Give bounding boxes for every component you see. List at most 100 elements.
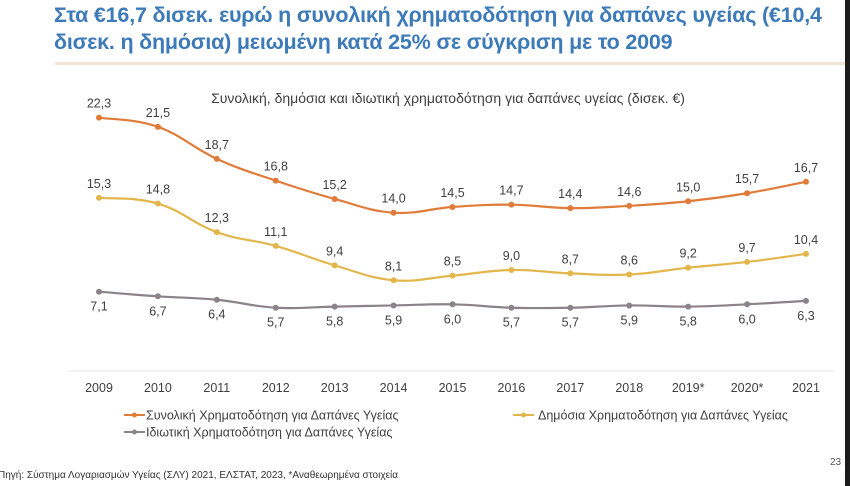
data-point-private [449, 301, 456, 308]
data-label-total: 18,7 [205, 138, 229, 152]
x-tick-label: 2016 [498, 381, 526, 395]
x-tick-label: 2012 [262, 381, 290, 395]
data-label-public: 14,8 [146, 183, 170, 197]
data-label-total: 14,6 [617, 185, 641, 199]
data-point-private [744, 301, 751, 308]
legend: Συνολική Χρηματοδότηση για Δαπάνες Υγεία… [124, 409, 788, 440]
data-point-private [331, 303, 338, 310]
data-point-public [96, 194, 102, 201]
data-point-private [508, 304, 515, 311]
data-label-public: 15,3 [87, 177, 111, 191]
data-label-private: 5,8 [679, 315, 696, 329]
data-label-total: 21,5 [146, 106, 170, 120]
data-label-private: 7,1 [90, 300, 107, 314]
data-point-total [803, 178, 809, 185]
x-axis-ticks: 2009 2010 2011 2012 2013 2014 2015 2016 2017 2018… [85, 381, 820, 395]
data-label-private: 5,7 [503, 316, 520, 330]
data-point-total [567, 205, 574, 212]
data-label-total: 14,0 [381, 192, 405, 206]
data-label-private: 6,3 [797, 309, 814, 323]
data-point-public [685, 264, 692, 271]
legend-item-public: Δημόσια Χρηματοδότηση για Δαπάνες Υγείας [513, 409, 788, 423]
data-point-private [154, 293, 161, 300]
data-point-private [272, 304, 279, 311]
data-label-public: 9,7 [738, 241, 755, 255]
data-label-public: 9,2 [679, 247, 696, 261]
data-point-total [449, 203, 456, 210]
data-label-private: 5,7 [267, 316, 284, 330]
data-point-total [390, 209, 397, 216]
x-tick-label: 2015 [439, 381, 467, 395]
data-label-private: 5,8 [326, 315, 343, 329]
data-point-public [272, 242, 279, 249]
x-tick-label: 2017 [556, 381, 584, 395]
data-label-total: 15,2 [322, 178, 346, 192]
data-label-total: 16,8 [264, 160, 288, 174]
data-label-total: 14,7 [499, 184, 523, 198]
data-label-total: 15,7 [735, 172, 759, 186]
data-label-public: 11,1 [264, 225, 287, 239]
data-label-public: 9,4 [326, 244, 343, 258]
data-point-total [626, 202, 633, 209]
data-label-total: 14,4 [558, 187, 582, 201]
data-label-private: 6,0 [738, 312, 755, 326]
series-layer: 22,3 21,5 18,7 16,8 15,2 14,0 14,5 14,7 14,4 14,6… [87, 97, 818, 330]
data-label-private: 5,9 [621, 313, 638, 327]
data-point-private [96, 288, 102, 295]
data-point-public [154, 200, 161, 207]
legend-item-private: Ιδιωτική Χρηματοδότηση για Δαπάνες Υγεία… [124, 426, 392, 440]
data-point-private [685, 303, 692, 310]
x-tick-label: 2021 [792, 381, 820, 395]
data-point-private [626, 302, 633, 309]
data-label-total: 16,7 [794, 161, 818, 175]
source-note: Πηγή: Σύστημα Λογαριασμών Υγείας (ΣΛΥ) 2… [0, 470, 399, 481]
data-point-public [744, 258, 751, 265]
data-label-total: 15,0 [676, 180, 700, 194]
data-point-private [390, 302, 397, 309]
data-point-total [744, 190, 751, 197]
data-label-total: 22,3 [87, 97, 111, 111]
x-tick-label: 2010 [144, 381, 172, 395]
data-point-private [213, 296, 220, 303]
legend-total-marker [132, 412, 137, 418]
data-label-private: 5,7 [562, 316, 579, 330]
data-label-public: 8,5 [444, 255, 461, 269]
x-tick-label: 2020* [731, 381, 764, 395]
data-point-total [508, 201, 515, 208]
data-point-total [96, 114, 102, 121]
data-point-total [272, 177, 279, 184]
legend-private-label: Ιδιωτική Χρηματοδότηση για Δαπάνες Υγεία… [146, 426, 392, 440]
x-tick-label: 2009 [85, 381, 113, 395]
data-point-public [508, 266, 515, 273]
data-point-total [331, 195, 338, 202]
legend-public-marker [521, 412, 526, 418]
data-point-public [213, 229, 220, 236]
data-point-total [154, 123, 161, 130]
data-point-public [626, 271, 633, 278]
data-label-public: 9,0 [503, 249, 520, 263]
data-point-total [685, 198, 692, 205]
data-label-public: 8,1 [385, 259, 402, 273]
series-total: 22,3 21,5 18,7 16,8 15,2 14,0 14,5 14,7 14,4 14,6… [87, 97, 818, 216]
data-point-public [449, 272, 456, 279]
legend-private-marker [132, 429, 137, 435]
page-number: 23 [830, 457, 842, 468]
series-public: 15,3 14,8 12,3 11,1 9,4 8,1 8,5 9,0 8,7 8,6 9,2 9,7… [87, 177, 818, 284]
data-label-public: 10,4 [794, 233, 818, 247]
x-tick-label: 2018 [615, 381, 643, 395]
legend-total-label: Συνολική Χρηματοδότηση για Δαπάνες Υγεία… [146, 409, 399, 423]
x-tick-label: 2014 [380, 381, 408, 395]
x-tick-label: 2013 [321, 381, 349, 395]
data-point-public [331, 262, 338, 269]
data-label-public: 12,3 [205, 211, 229, 225]
x-tick-label: 2011 [203, 381, 230, 395]
x-tick-label: 2019* [672, 381, 705, 395]
data-point-total [213, 155, 220, 162]
data-label-public: 8,6 [621, 254, 638, 268]
data-label-total: 14,5 [440, 186, 464, 200]
data-point-public [567, 270, 574, 277]
window-edge [845, 0, 850, 486]
title-divider [55, 62, 845, 65]
slide-title: Στα €16,7 δισεκ. ευρώ η συνολική χρηματο… [54, 3, 822, 54]
